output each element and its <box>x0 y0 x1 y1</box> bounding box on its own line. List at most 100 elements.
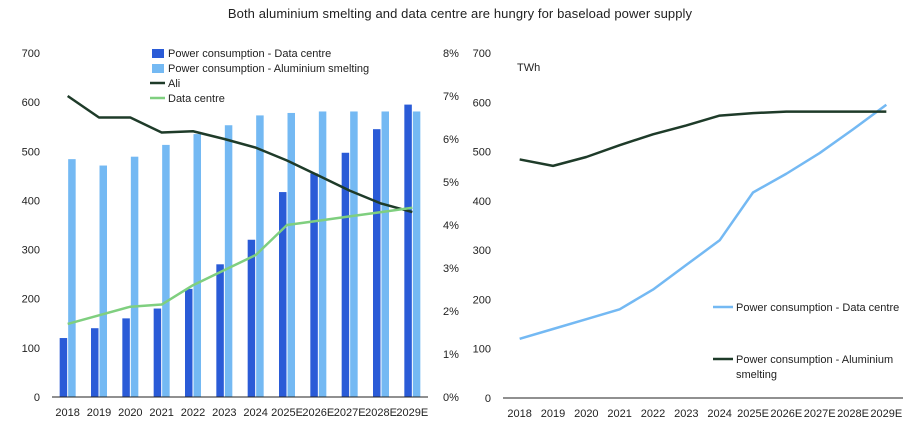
legend-label-right-dc: Power consumption - Data centre <box>736 302 899 314</box>
al-power-bar <box>99 165 107 397</box>
left-x-tick-label: 2024 <box>243 407 267 419</box>
right-x-tick-label: 2025E <box>737 408 769 420</box>
right-x-tick-label: 2020 <box>574 408 598 420</box>
legend-label-right-al: Power consumption - Aluminium <box>736 354 893 366</box>
left-y-tick-label: 100 <box>22 343 40 355</box>
left-secondary-y-tick-label: 0% <box>443 392 459 404</box>
right-x-tick-label: 2024 <box>707 408 731 420</box>
legend-label-right-al-cont: smelting <box>736 369 777 381</box>
left-y-tick-label: 500 <box>22 146 40 158</box>
left-secondary-y-axis: 0% 1% 2% 3% 4% 5% 6% 7% 8% <box>443 48 459 404</box>
dc-power-bar <box>247 239 256 397</box>
left-lines <box>66 94 413 326</box>
right-y-tick-label: 600 <box>473 97 491 109</box>
left-x-tick-label: 2028E <box>365 407 397 419</box>
right-x-tick-label: 2029E <box>870 408 902 420</box>
dc-power-bar <box>279 192 287 397</box>
left-secondary-y-tick-label: 5% <box>443 177 459 189</box>
dc-power-bar <box>404 104 412 397</box>
right-unit-label: TWh <box>517 62 540 74</box>
right-x-tick-label: 2023 <box>674 408 698 420</box>
left-y-tick-label: 300 <box>22 245 40 257</box>
left-secondary-y-tick-label: 8% <box>443 48 459 60</box>
left-secondary-y-tick-label: 3% <box>443 263 459 275</box>
left-y-tick-label: 400 <box>22 195 40 207</box>
al-power-bar <box>162 144 170 397</box>
right-x-tick-label: 2022 <box>641 408 665 420</box>
left-secondary-y-tick-label: 7% <box>443 91 459 103</box>
legend-label-al-bar: Power consumption - Aluminium smelting <box>168 63 369 75</box>
right-x-tick-label: 2018 <box>507 408 531 420</box>
legend-label-dc-line: Data centre <box>168 93 225 105</box>
al-power-bar <box>381 111 389 397</box>
right-y-tick-label: 100 <box>473 344 491 356</box>
left-x-tick-label: 2019 <box>87 407 111 419</box>
al-power-bar <box>193 134 201 398</box>
dc-share-line <box>67 206 413 326</box>
al-power-bar <box>256 115 264 397</box>
dc-power-bar <box>185 288 193 397</box>
right-x-tick-label: 2028E <box>837 408 869 420</box>
left-secondary-y-tick-label: 4% <box>443 220 459 232</box>
left-y-tick-label: 600 <box>22 97 40 109</box>
left-legend: Power consumption - Data centre Power co… <box>150 48 369 105</box>
legend-label-ali-line: Ali <box>168 78 180 90</box>
left-x-tick-label: 2029E <box>396 407 428 419</box>
al-power-bar <box>68 159 76 397</box>
ali-share-line <box>66 94 413 214</box>
right-y-tick-label: 200 <box>473 294 491 306</box>
left-y-tick-label: 200 <box>22 294 40 306</box>
left-x-tick-label: 2025E <box>271 407 303 419</box>
left-bars <box>59 104 421 398</box>
legend-label-dc-bar: Power consumption - Data centre <box>168 48 331 60</box>
left-y-axis: 0 100 200 300 400 500 600 700 <box>22 48 40 404</box>
left-x-tick-label: 2022 <box>181 407 205 419</box>
left-x-tick-label: 2026E <box>302 407 334 419</box>
left-secondary-y-tick-label: 1% <box>443 349 459 361</box>
left-y-tick-label: 700 <box>22 48 40 60</box>
left-x-tick-label: 2020 <box>118 407 142 419</box>
left-x-tick-label: 2018 <box>55 407 79 419</box>
right-y-tick-label: 300 <box>473 245 491 257</box>
al-power-bar <box>412 111 421 397</box>
left-y-tick-label: 0 <box>34 392 40 404</box>
al-power-bar <box>130 156 139 397</box>
left-secondary-y-tick-label: 6% <box>443 134 459 146</box>
right-dc-power-line <box>519 103 888 341</box>
right-x-tick-label: 2021 <box>607 408 631 420</box>
left-x-tick-label: 2021 <box>149 407 173 419</box>
legend-swatch-al-bar <box>152 64 164 73</box>
right-y-tick-label: 500 <box>473 147 491 159</box>
dc-power-bar <box>122 318 130 397</box>
right-x-tick-label: 2027E <box>804 408 836 420</box>
dc-power-bar <box>91 328 99 397</box>
dc-power-bar <box>153 308 162 397</box>
right-legend: Power consumption - Data centre Power co… <box>713 302 899 381</box>
right-y-axis: 0 100 200 300 400 500 600 700 <box>473 48 491 405</box>
dc-power-bar <box>341 152 350 397</box>
left-secondary-y-tick-label: 2% <box>443 306 459 318</box>
left-chart: 0 100 200 300 400 500 600 700 0% 1% 2% 3% 4% 5% 6% 7% 8… <box>22 48 459 419</box>
left-x-tick-label: 2023 <box>212 407 236 419</box>
right-al-power-line <box>519 110 887 168</box>
right-y-tick-label: 0 <box>485 393 491 405</box>
right-y-tick-label: 700 <box>473 48 491 60</box>
al-power-bar <box>287 112 295 397</box>
chart-title: Both aluminium smelting and data centre … <box>227 6 693 21</box>
left-x-tick-label: 2027E <box>334 407 366 419</box>
dc-power-bar <box>216 264 224 397</box>
al-power-bar <box>350 111 358 397</box>
right-y-tick-label: 400 <box>473 196 491 208</box>
left-x-axis: 2018 2019 2020 2021 2022 2023 2024 2025E 2026E 20… <box>55 407 428 419</box>
right-x-tick-label: 2026E <box>770 408 802 420</box>
right-x-axis: 2018 2019 2020 2021 2022 2023 2024 2025E 2026E 20… <box>507 408 902 420</box>
dc-power-bar <box>310 173 318 397</box>
right-lines <box>519 103 888 341</box>
legend-swatch-dc-bar <box>152 49 164 58</box>
right-chart: TWh 0 100 200 300 400 500 600 700 2018 2019 2020 2… <box>473 48 903 420</box>
dc-power-bar <box>59 338 68 397</box>
al-power-bar <box>224 125 233 398</box>
al-power-bar <box>318 111 327 397</box>
dc-power-bar <box>373 129 381 397</box>
